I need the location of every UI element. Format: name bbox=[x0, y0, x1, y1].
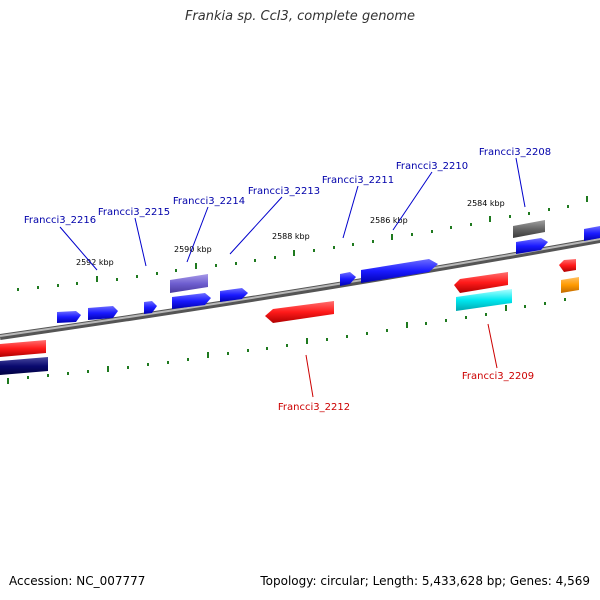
gene-label-francci3-2213[interactable]: Francci3_2213 bbox=[248, 186, 320, 197]
genome-summary-text: Topology: circular; Length: 5,433,628 bp… bbox=[260, 574, 590, 588]
leader-line bbox=[342, 185, 359, 239]
gene-label-francci3-2216[interactable]: Francci3_2216 bbox=[24, 215, 96, 226]
gene-arrow[interactable] bbox=[454, 272, 508, 293]
scale-label-2588: 2588 kbp bbox=[272, 232, 310, 241]
map-title: Frankia sp. CcI3, complete genome bbox=[184, 9, 416, 24]
gene-arrow[interactable] bbox=[265, 301, 334, 323]
gene-arrow[interactable] bbox=[144, 301, 157, 314]
leader-line bbox=[229, 196, 283, 255]
gene-arrow[interactable] bbox=[361, 259, 438, 283]
gene-box[interactable] bbox=[170, 274, 208, 293]
gene-box[interactable] bbox=[456, 289, 512, 311]
forward-genes bbox=[57, 220, 600, 323]
outer-scale-ticks bbox=[17, 196, 588, 291]
gene-box[interactable] bbox=[513, 220, 545, 238]
leader-line bbox=[186, 206, 209, 263]
gene-label-francci3-2208[interactable]: Francci3_2208 bbox=[479, 147, 551, 158]
gene-label-francci3-2209[interactable]: Francci3_2209 bbox=[462, 371, 534, 382]
scale-label-2586: 2586 kbp bbox=[370, 216, 408, 225]
accession-text: Accession: NC_007777 bbox=[9, 574, 146, 588]
gene-arrow[interactable] bbox=[340, 272, 356, 286]
gene-label-francci3-2215[interactable]: Francci3_2215 bbox=[98, 207, 170, 218]
leader-line bbox=[134, 217, 147, 267]
gene-arrow[interactable] bbox=[559, 259, 576, 272]
gene-box[interactable] bbox=[0, 357, 48, 375]
leader-line bbox=[305, 354, 314, 398]
scale-label-2592: 2592 kbp bbox=[76, 258, 114, 267]
scale-label-2590: 2590 kbp bbox=[174, 245, 212, 254]
gene-arrow[interactable] bbox=[584, 226, 600, 241]
scale-label-2584: 2584 kbp bbox=[467, 199, 505, 208]
gene-label-francci3-2212[interactable]: Francci3_2212 bbox=[278, 402, 350, 413]
gene-label-francci3-2214[interactable]: Francci3_2214 bbox=[173, 196, 245, 207]
leader-line bbox=[392, 171, 433, 231]
leader-line bbox=[487, 323, 498, 369]
leader-line bbox=[515, 157, 526, 208]
gene-label-francci3-2210[interactable]: Francci3_2210 bbox=[396, 161, 468, 172]
leader-line bbox=[59, 226, 98, 271]
gene-arrow[interactable] bbox=[172, 293, 211, 309]
reverse-genes bbox=[0, 259, 579, 375]
gene-label-francci3-2211[interactable]: Francci3_2211 bbox=[322, 175, 394, 186]
gene-box[interactable] bbox=[561, 277, 579, 293]
gene-arrow[interactable] bbox=[57, 311, 81, 323]
gene-arrow[interactable] bbox=[0, 340, 46, 357]
gene-arrow[interactable] bbox=[220, 288, 248, 302]
gene-arrow[interactable] bbox=[516, 238, 548, 254]
gene-arrow[interactable] bbox=[88, 306, 118, 320]
inner-scale-ticks bbox=[7, 298, 566, 384]
